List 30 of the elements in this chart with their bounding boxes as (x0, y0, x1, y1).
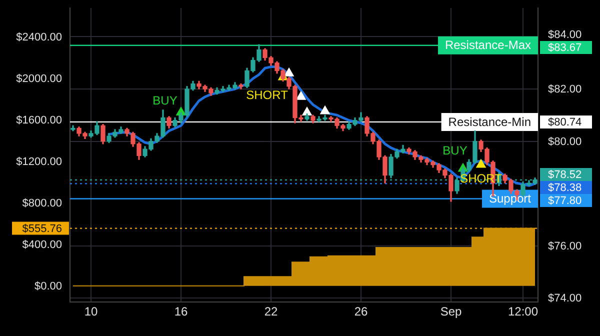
y2-tick-label: $77.80 (548, 194, 582, 207)
y-tick-label: $1600.00 (16, 114, 62, 127)
ref-line-label: Resistance-Min (448, 114, 532, 129)
x-tick-label: 26 (354, 304, 368, 319)
y-tick-label: $555.76 (22, 222, 62, 235)
y-tick-label: $800.00 (22, 197, 62, 210)
y2-tick-label: $74.00 (548, 292, 582, 305)
data-label: BUY (152, 93, 178, 108)
y-tick-label: $0.00 (34, 280, 62, 292)
y2-tick-label: $78.38 (548, 182, 582, 194)
y2-tick-label: $82.00 (548, 84, 582, 96)
y-tick-label: $1200.00 (16, 156, 62, 168)
ref-line-label: Support (488, 192, 532, 206)
y2-tick-label: $83.67 (548, 42, 582, 54)
x-tick-label: 16 (174, 304, 188, 319)
y-tick-label: $2000.00 (16, 73, 62, 86)
x-tick-label: 22 (264, 304, 278, 319)
data-label: BUY (442, 144, 468, 158)
y-tick-label: $2400.00 (16, 32, 62, 44)
y2-tick-label: $78.52 (548, 168, 582, 181)
x-tick-label: Sep (440, 304, 462, 319)
x-tick-label: 12:00 (508, 304, 538, 319)
y2-tick-label: $80.00 (548, 136, 582, 148)
y2-tick-label: $76.00 (548, 240, 582, 252)
ref-line-label: Resistance-Max (444, 38, 531, 52)
data-label: SHORT (246, 88, 289, 102)
x-tick-label: 10 (84, 304, 98, 319)
y2-tick-label: $80.74 (548, 116, 582, 128)
y2-tick-label: $84.00 (548, 29, 582, 42)
y-tick-label: $400.00 (22, 238, 62, 251)
